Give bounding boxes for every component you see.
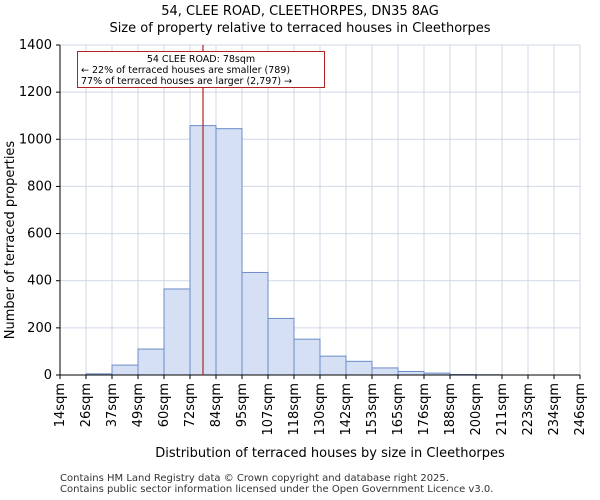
- histogram-bar: [267, 317, 295, 376]
- footer-line-1: Contains HM Land Registry data © Crown c…: [60, 473, 449, 484]
- x-tick-label: 165sqm: [391, 383, 406, 436]
- x-tick-label: 188sqm: [443, 383, 458, 436]
- y-tick-label: 1000: [19, 132, 52, 147]
- x-tick-label: 37sqm: [105, 383, 120, 427]
- x-tick-label: 234sqm: [547, 383, 562, 436]
- y-tick-label: 400: [27, 274, 52, 289]
- y-tick-label: 800: [27, 179, 52, 194]
- x-tick-label: 200sqm: [469, 383, 484, 436]
- x-tick-label: 142sqm: [339, 383, 354, 436]
- chart-subtitle: Size of property relative to terraced ho…: [109, 21, 491, 36]
- histogram-bar: [163, 288, 191, 376]
- y-tick-label: 1200: [19, 85, 52, 100]
- histogram-bar: [397, 370, 425, 376]
- x-tick-label: 130sqm: [313, 383, 328, 436]
- x-axis-label: Distribution of terraced houses by size …: [155, 446, 505, 461]
- property-annotation: 54 CLEE ROAD: 78sqm ← 22% of terraced ho…: [77, 51, 325, 88]
- y-tick-label: 600: [27, 227, 52, 242]
- x-tick-label: 60sqm: [157, 383, 172, 427]
- x-tick-label: 118sqm: [287, 383, 302, 436]
- x-tick-label: 246sqm: [573, 383, 588, 436]
- footer-line-2: Contains public sector information licen…: [60, 484, 494, 495]
- y-tick-label: 200: [27, 321, 52, 336]
- histogram-bar: [241, 271, 269, 376]
- x-tick-label: 49sqm: [131, 383, 146, 427]
- histogram-bar: [137, 348, 165, 376]
- y-tick-label: 0: [44, 368, 52, 383]
- x-tick-label: 72sqm: [183, 383, 198, 427]
- histogram-bar: [293, 338, 321, 376]
- histogram-bar: [111, 364, 139, 376]
- x-tick-label: 153sqm: [365, 383, 380, 436]
- annotation-larger: 77% of terraced houses are larger (2,797…: [81, 76, 293, 87]
- x-tick-label: 84sqm: [209, 383, 224, 427]
- x-tick-label: 26sqm: [79, 383, 94, 427]
- histogram-bar: [371, 367, 399, 376]
- x-tick-label: 107sqm: [261, 383, 276, 436]
- x-tick-label: 14sqm: [53, 383, 68, 427]
- y-tick-label: 1400: [19, 38, 52, 53]
- chart-title: 54, CLEE ROAD, CLEETHORPES, DN35 8AG: [161, 4, 439, 19]
- x-tick-label: 176sqm: [417, 383, 432, 436]
- histogram-bar: [345, 360, 373, 376]
- x-tick-label: 95sqm: [235, 383, 250, 427]
- annotation-title: 54 CLEE ROAD: 78sqm: [146, 54, 256, 65]
- x-tick-label: 223sqm: [521, 383, 536, 436]
- histogram-bar: [319, 355, 347, 376]
- x-tick-label: 211sqm: [495, 383, 510, 436]
- y-axis-label: Number of terraced properties: [3, 141, 18, 340]
- histogram-bar: [215, 128, 243, 376]
- annotation-smaller: ← 22% of terraced houses are smaller (78…: [81, 65, 291, 76]
